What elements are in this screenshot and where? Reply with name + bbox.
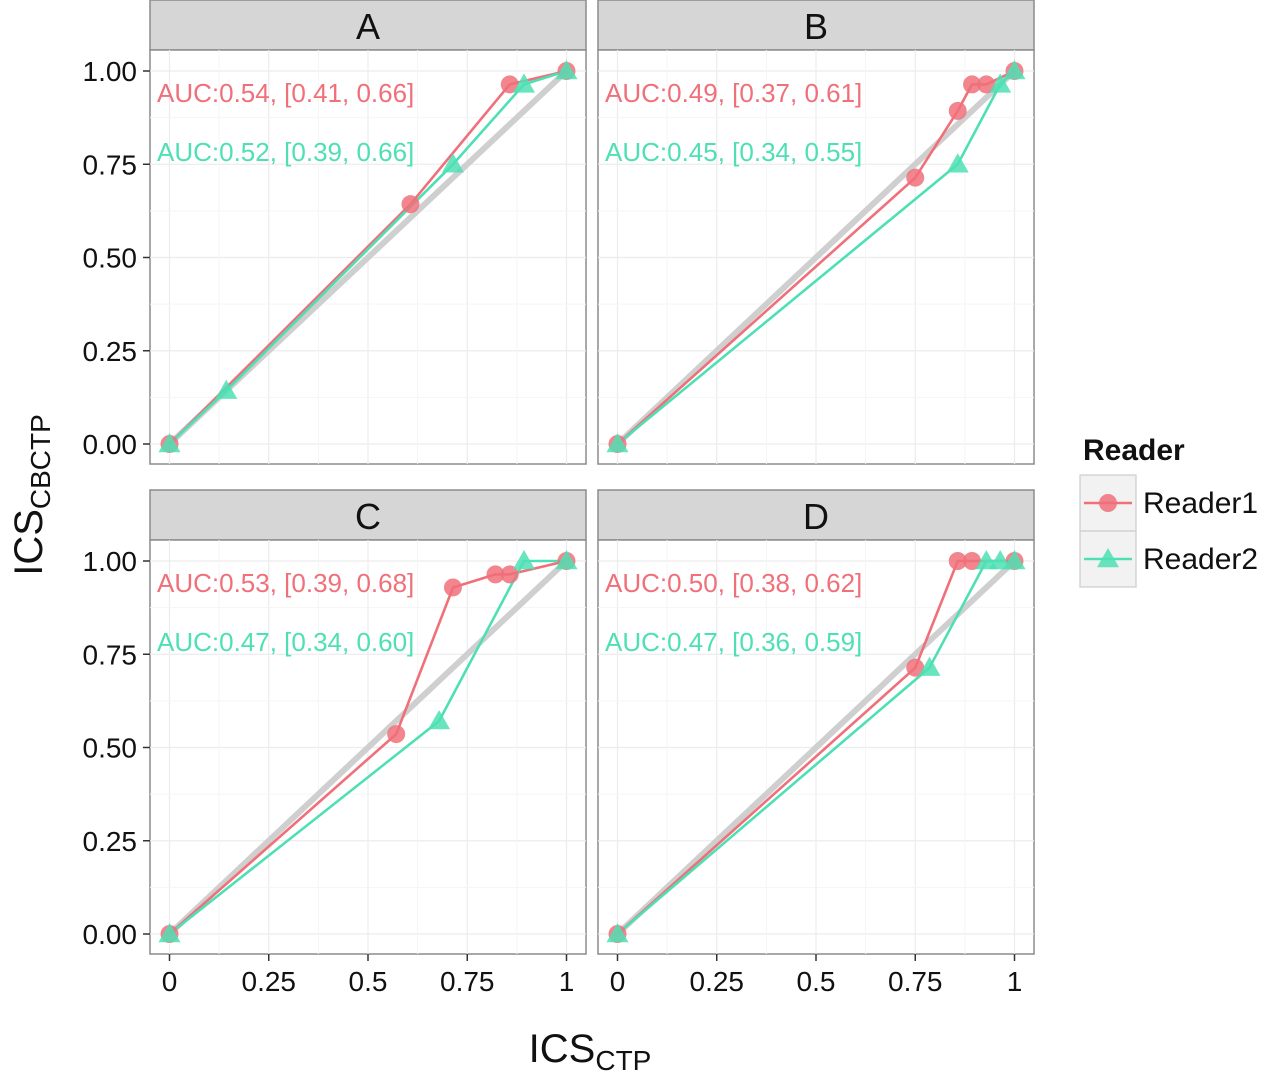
legend-key-marker <box>1099 494 1117 512</box>
legend-label: Reader1 <box>1143 487 1258 520</box>
data-point-reader1 <box>906 168 925 187</box>
data-point-reader2 <box>215 379 238 399</box>
data-point-reader1 <box>486 565 505 584</box>
y-tick-label: 0.25 <box>83 336 138 367</box>
y-axis-title-main: ICS <box>7 509 51 576</box>
y-tick-label: 0.50 <box>83 243 138 274</box>
data-point-reader2 <box>946 153 969 173</box>
y-axis-title-subscript: CBCTP <box>25 414 56 509</box>
y-tick-label: 0.75 <box>83 149 138 180</box>
panel-c: C AUC:0.53, [0.39, 0.68] AUC:0.47, [0.34, … <box>83 489 587 997</box>
data-point-reader1 <box>963 552 982 570</box>
facet-strip <box>597 0 1035 51</box>
data-point-reader1 <box>500 75 519 94</box>
auc-annotation: AUC:0.47, [0.34, 0.60] <box>157 627 414 657</box>
legend-label: Reader2 <box>1143 543 1258 576</box>
legend: Reader Reader1 Reader2 <box>1079 434 1258 588</box>
series-line-reader1 <box>168 69 567 445</box>
auc-annotation: AUC:0.53, [0.39, 0.68] <box>157 568 414 598</box>
y-tick-label: 0.00 <box>83 919 138 950</box>
auc-annotation: AUC:0.54, [0.41, 0.66] <box>157 78 414 108</box>
reference-diagonal <box>614 558 1018 937</box>
data-point-reader2 <box>606 923 629 943</box>
x-tick-label: 0.25 <box>242 966 297 997</box>
facet-strip <box>149 489 587 541</box>
data-point-reader1 <box>906 658 925 677</box>
facet-strip <box>597 489 1035 541</box>
panel-a: A AUC:0.54, [0.41, 0.66] AUC:0.52, [0.39, … <box>83 0 587 465</box>
data-point-reader2 <box>158 433 181 453</box>
x-axis-title: ICSCTP <box>529 1027 652 1073</box>
data-point-reader2 <box>555 60 578 80</box>
data-point-reader2 <box>441 153 464 173</box>
data-point-reader2 <box>1003 60 1026 80</box>
y-tick-label: 0.00 <box>83 429 138 460</box>
panel-b: B AUC:0.49, [0.37, 0.61] AUC:0.45, [0.34, … <box>597 0 1035 465</box>
legend-key-marker <box>1097 548 1119 568</box>
data-point-reader1 <box>401 195 420 214</box>
data-point-reader2 <box>989 73 1012 93</box>
auc-annotation: AUC:0.52, [0.39, 0.66] <box>157 137 414 167</box>
x-tick-label: 0.5 <box>797 966 836 997</box>
x-tick-label: 0.25 <box>690 966 745 997</box>
y-tick-label: 0.75 <box>83 639 138 670</box>
auc-annotation: AUC:0.45, [0.34, 0.55] <box>605 137 862 167</box>
data-point-reader2 <box>428 710 451 730</box>
data-point-reader1 <box>387 725 406 744</box>
y-axis-title: ICSCBCTP <box>7 414 56 576</box>
x-axis-title-main: ICS <box>529 1027 596 1071</box>
data-point-reader2 <box>975 550 998 570</box>
x-tick-label: 0.75 <box>888 966 943 997</box>
data-point-reader2 <box>989 550 1012 570</box>
y-tick-label: 1.00 <box>83 56 138 87</box>
x-tick-label: 1 <box>1007 966 1023 997</box>
auc-annotation: AUC:0.50, [0.38, 0.62] <box>605 568 862 598</box>
panel-d: D AUC:0.50, [0.38, 0.62] AUC:0.47, [0.36, … <box>597 489 1035 997</box>
data-point-reader1 <box>443 578 462 597</box>
y-tick-label: 0.50 <box>83 733 138 764</box>
x-tick-label: 1 <box>559 966 575 997</box>
data-point-reader2 <box>158 923 181 943</box>
facet-title: B <box>804 6 828 47</box>
data-point-reader2 <box>1003 550 1026 570</box>
y-tick-label: 0.25 <box>83 826 138 857</box>
x-tick-label: 0 <box>162 966 178 997</box>
data-point-reader1 <box>977 75 996 94</box>
y-tick-label: 1.00 <box>83 546 138 577</box>
reference-diagonal <box>614 68 1018 447</box>
data-point-reader1 <box>500 565 519 584</box>
reference-diagonal <box>166 558 570 937</box>
data-point-reader2 <box>513 550 536 570</box>
legend-title: Reader <box>1083 434 1185 467</box>
data-point-reader2 <box>918 656 941 676</box>
data-point-reader2 <box>513 73 536 93</box>
data-point-reader2 <box>606 433 629 453</box>
series-line-reader2 <box>168 559 567 936</box>
data-point-reader1 <box>963 75 982 94</box>
auc-annotation: AUC:0.49, [0.37, 0.61] <box>605 78 862 108</box>
x-tick-label: 0 <box>610 966 626 997</box>
facet-title: A <box>356 6 380 47</box>
facet-strip <box>149 0 587 51</box>
data-point-reader1 <box>948 552 967 570</box>
data-point-reader1 <box>948 101 967 120</box>
x-tick-label: 0.75 <box>440 966 495 997</box>
facet-title: D <box>803 496 829 537</box>
data-point-reader2 <box>555 550 578 570</box>
x-tick-label: 0.5 <box>349 966 388 997</box>
x-axis-title-subscript: CTP <box>595 1045 651 1073</box>
facet-title: C <box>355 496 381 537</box>
auc-annotation: AUC:0.47, [0.36, 0.59] <box>605 627 862 657</box>
